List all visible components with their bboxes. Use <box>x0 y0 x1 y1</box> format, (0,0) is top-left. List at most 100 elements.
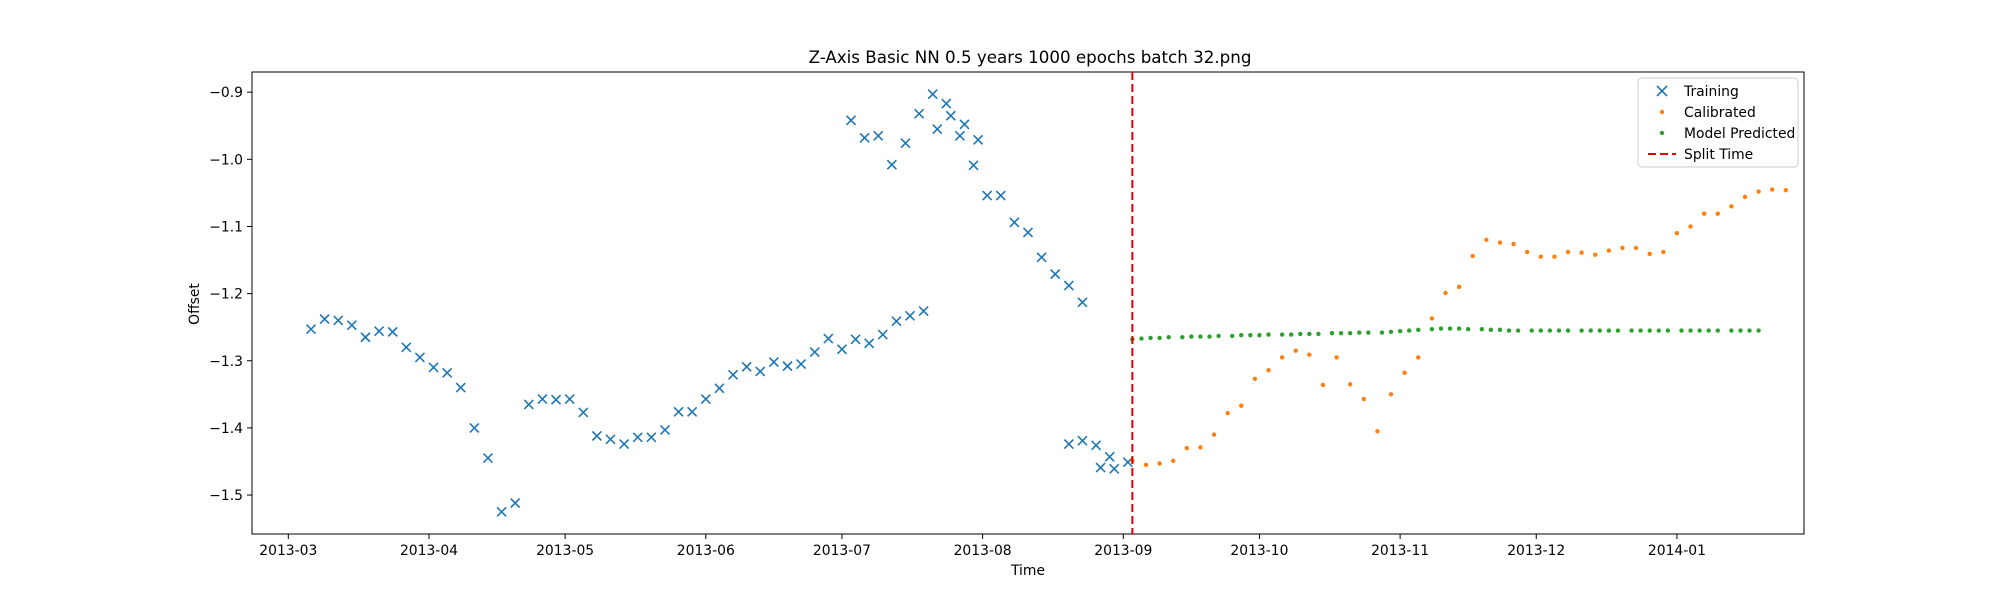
plot-frame <box>251 71 1805 535</box>
calibrated-point <box>1375 429 1380 434</box>
model-predicted-point <box>1665 328 1671 333</box>
training-point <box>428 362 439 373</box>
training-point <box>1077 435 1088 446</box>
model-predicted-point <box>1379 330 1385 335</box>
training-point <box>914 108 925 119</box>
training-point <box>646 432 657 443</box>
model-predicted-point <box>1588 328 1593 333</box>
training-point <box>1063 280 1074 291</box>
training-point <box>891 316 902 327</box>
training-point <box>360 332 371 343</box>
legend-entry-calibrated: Calibrated <box>1659 105 1756 121</box>
y-tick-label: −1.3 <box>209 354 243 370</box>
calibrated-point <box>1674 230 1680 236</box>
training-point <box>1109 463 1120 474</box>
training-point <box>455 382 466 393</box>
training-point <box>591 430 602 442</box>
training-point <box>959 119 970 130</box>
training-point <box>859 132 870 143</box>
calibrated-point <box>1606 248 1612 253</box>
model-predicted-point <box>1429 326 1435 332</box>
training-point <box>968 160 979 171</box>
calibrated-point <box>1347 382 1353 387</box>
training-point <box>700 393 711 405</box>
model-predicted-point <box>1715 328 1720 333</box>
calibrated-point <box>1770 187 1775 192</box>
training-point <box>537 393 548 405</box>
model-predicted-point <box>1647 328 1652 333</box>
training-point <box>995 190 1006 201</box>
legend-entry-model-predicted: Model Predicted <box>1659 126 1795 142</box>
training-point <box>578 407 589 418</box>
calibrated-point <box>1742 194 1748 200</box>
model-predicted-point <box>1556 328 1562 333</box>
model-predicted-point <box>1148 335 1153 341</box>
calibrated-point <box>1402 370 1407 376</box>
model-predicted-point <box>1279 332 1285 337</box>
calibrated-point <box>1171 458 1176 464</box>
model-predicted-point <box>1139 336 1144 341</box>
model-predicted-point <box>1629 328 1634 333</box>
calibrated-point <box>1334 355 1339 360</box>
calibrated-point <box>1701 211 1707 216</box>
model-predicted-point <box>1207 334 1212 339</box>
calibrated-point <box>1293 348 1298 353</box>
model-predicted-point <box>1230 333 1235 339</box>
training-point <box>973 134 984 145</box>
training-point <box>873 130 884 141</box>
model-predicted-point <box>1157 335 1162 341</box>
model-predicted-point <box>1257 333 1262 338</box>
x-axis-ticks: 2013-03 2013-04 2013-05 2013-06 2013-07 2013-… <box>259 534 1706 559</box>
model-predicted-point <box>1357 330 1362 335</box>
model-predicted-point <box>1465 326 1471 332</box>
x-tick-label: 2013-04 <box>400 543 458 559</box>
legend-label-training: Training <box>1683 84 1739 100</box>
x-tick-label: 2013-10 <box>1230 543 1288 559</box>
calibrated-point <box>1647 251 1652 257</box>
model-predicted-point <box>1366 330 1371 335</box>
training-point <box>1122 457 1133 468</box>
model-predicted-point <box>1289 332 1294 337</box>
model-predicted-point <box>1316 331 1321 337</box>
training-point <box>945 110 956 121</box>
x-tick-label: 2013-12 <box>1507 543 1565 559</box>
model-predicted-point <box>1180 335 1185 340</box>
training-point <box>755 366 766 377</box>
calibrated-point <box>1688 224 1693 229</box>
legend-label-model-predicted: Model Predicted <box>1684 126 1795 142</box>
training-point <box>346 320 357 331</box>
model-predicted-point <box>1338 331 1344 336</box>
y-tick-label: −1.5 <box>209 488 243 504</box>
model-predicted-point <box>1479 326 1485 332</box>
model-predicted-point <box>1565 328 1571 333</box>
training-point <box>1091 440 1102 451</box>
chart-title: Z-Axis Basic NN 0.5 years 1000 epochs ba… <box>809 47 1252 67</box>
training-point <box>850 334 861 345</box>
model-predicted-point <box>1615 328 1621 333</box>
training-point <box>373 326 385 337</box>
training-point <box>305 324 317 335</box>
training-point <box>333 315 344 326</box>
y-tick-label: −0.9 <box>209 85 243 101</box>
model-predicted-point <box>1397 329 1403 334</box>
training-point <box>319 314 330 325</box>
y-tick-label: −1.4 <box>209 421 243 437</box>
model-predicted-point <box>1447 326 1453 331</box>
model-predicted-point <box>1697 328 1702 333</box>
training-point <box>496 506 507 517</box>
model-predicted-point <box>1729 328 1734 333</box>
x-tick-label: 2013-06 <box>677 543 735 559</box>
training-point <box>796 359 807 370</box>
calibrated-point <box>1429 316 1435 321</box>
calibrated-point <box>1239 403 1244 408</box>
model-predicted-point <box>1529 328 1534 333</box>
calibrated-point <box>1184 445 1190 451</box>
calibrated-point <box>1565 249 1571 255</box>
model-predicted-point <box>1638 328 1643 333</box>
training-point <box>605 434 616 445</box>
calibrated-point <box>1484 237 1489 243</box>
training-point <box>1095 462 1106 473</box>
training-point <box>768 357 779 368</box>
legend-entry-split-time: Split Time <box>1648 147 1753 163</box>
model-predicted-point <box>1488 327 1494 333</box>
